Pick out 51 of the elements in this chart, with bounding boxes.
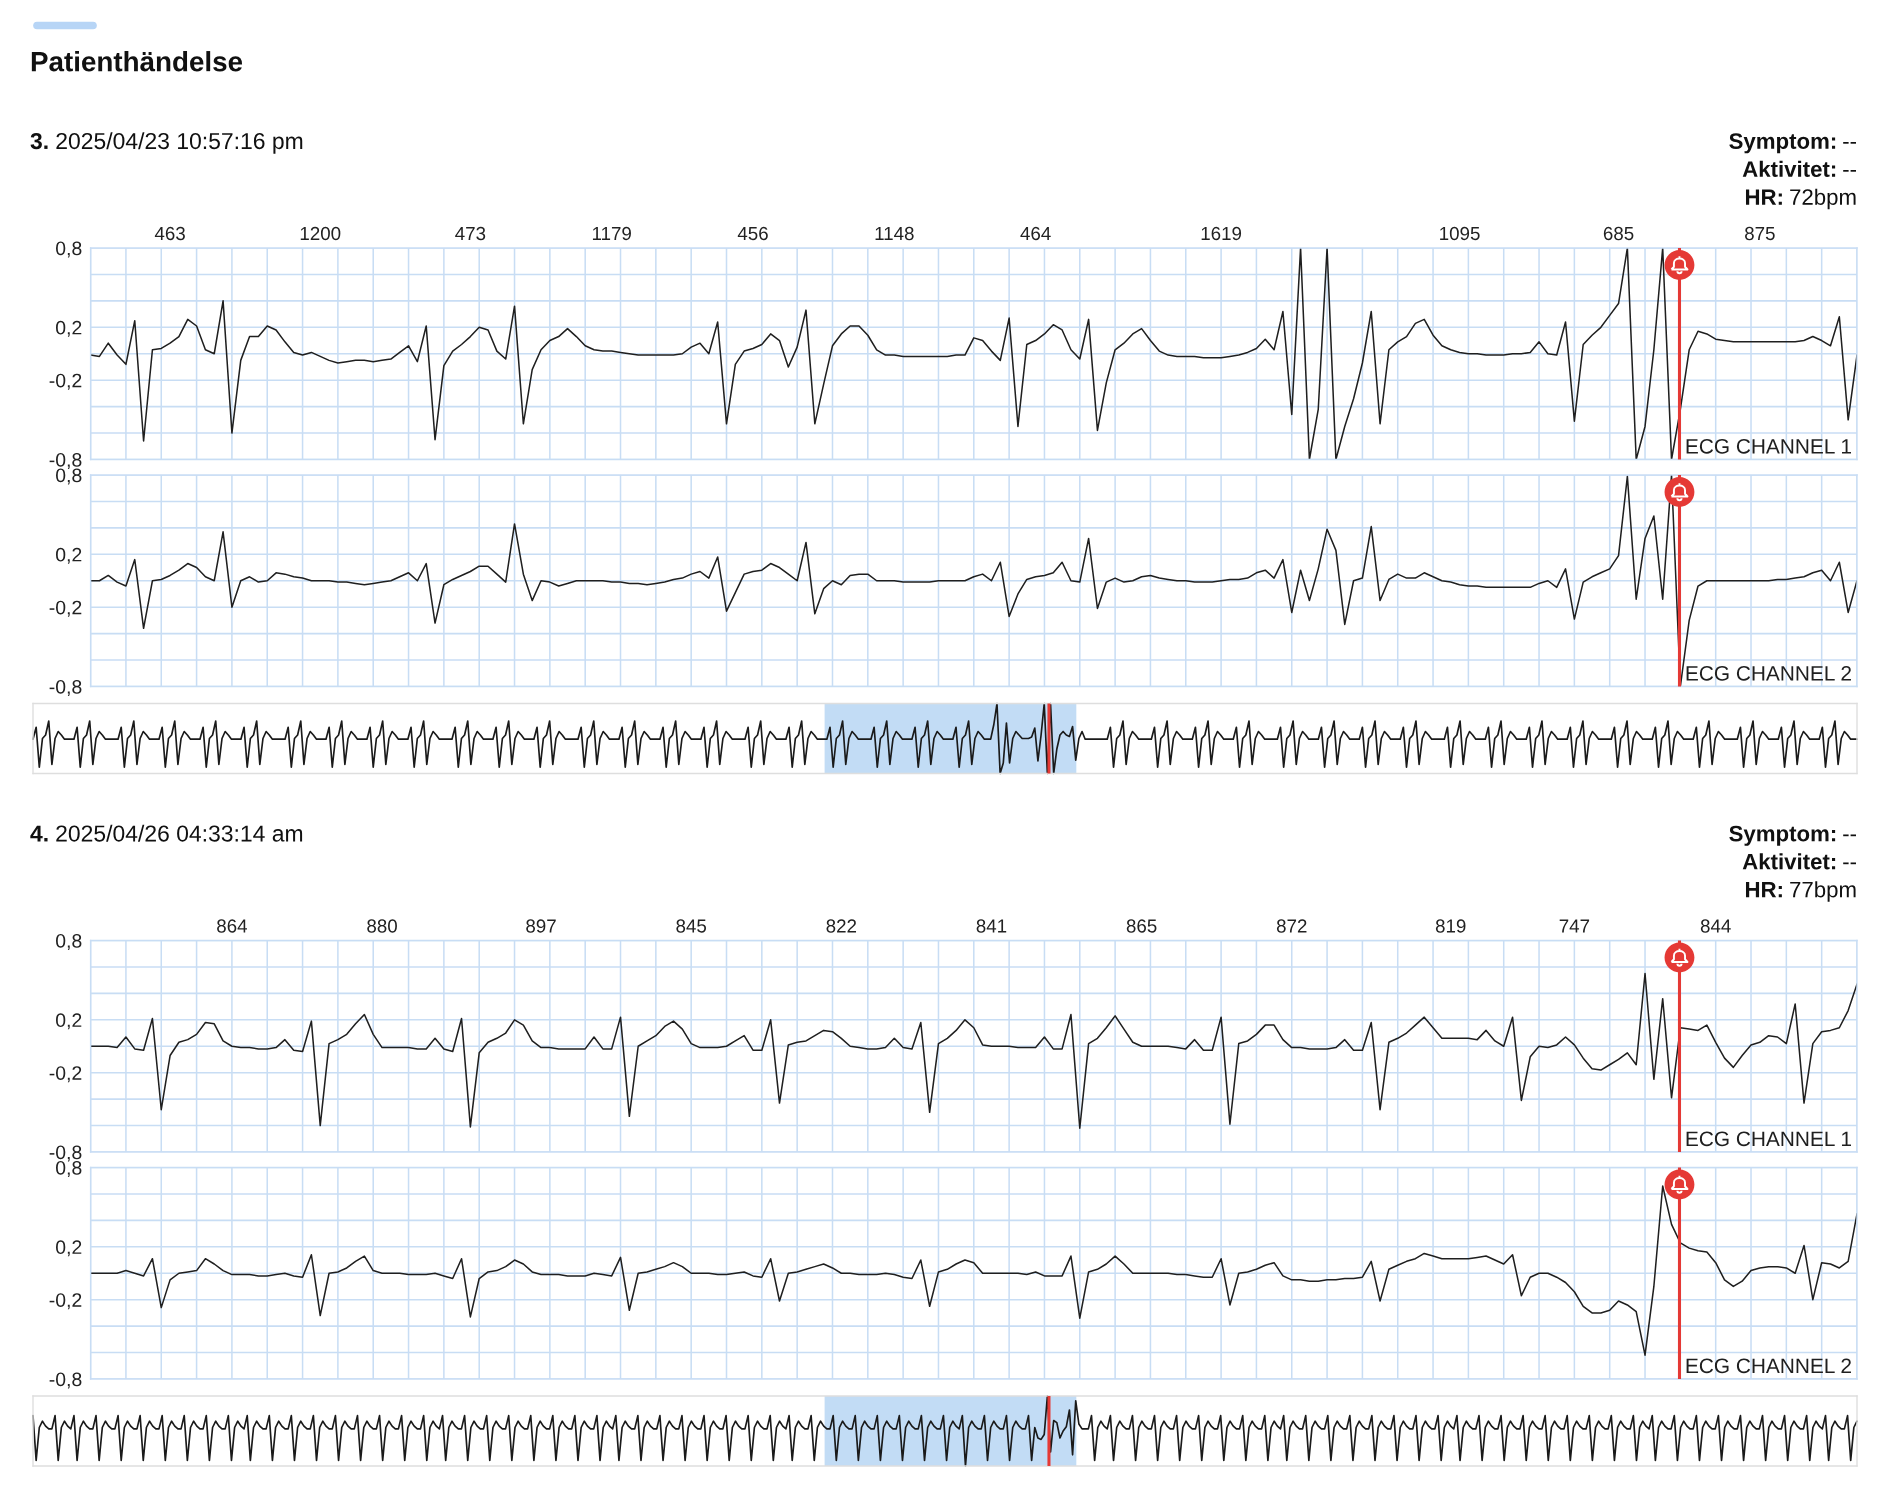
y-tick-label: 0,2 [56, 1013, 82, 1030]
text: Aktivitet: -- [1742, 160, 1857, 177]
y-tick-label: 0,2 [56, 1240, 82, 1257]
x-tick-label: 1179 [592, 226, 631, 241]
y-tick-label: 0,2 [56, 547, 82, 564]
y-tick-label: -0,8 [49, 1372, 82, 1389]
x-tick-label: 875 [1745, 226, 1775, 241]
y-tick-label: 0,8 [56, 241, 82, 258]
y-tick-label: -0,2 [49, 373, 82, 390]
x-tick-label: 456 [737, 226, 768, 241]
text: Symptom: -- [1729, 825, 1857, 846]
y-tick-label: -0,2 [49, 600, 82, 617]
x-tick-label: 1095 [1440, 226, 1480, 241]
text: Aktivitet: -- [1742, 853, 1857, 870]
text: 3. 2025/04/23 10:57:16 pm [30, 132, 303, 154]
text: 4. 2025/04/26 04:33:14 am [30, 824, 303, 842]
y-tick-label: -0,2 [49, 1293, 82, 1310]
y-tick-label: 0,8 [56, 933, 82, 951]
text: Symptom: -- [1729, 133, 1857, 154]
series-label: ECG CHANNEL 2 [1686, 665, 1851, 681]
x-tick-label: 1148 [875, 226, 914, 241]
text: Patienthändelse [31, 51, 243, 72]
y-tick-label: -0,2 [49, 1066, 82, 1083]
y-tick-label: -0,8 [49, 679, 82, 697]
x-tick-label: 464 [1020, 226, 1051, 241]
text: ECG CHANNEL 2 [1686, 1358, 1851, 1374]
x-tick-label: 864 [217, 919, 248, 933]
x-tick-label: 872 [1276, 919, 1307, 933]
x-tick-label: 897 [526, 919, 556, 933]
text: HR: 77bpm [1745, 881, 1856, 902]
x-tick-label: 865 [1126, 919, 1157, 933]
x-tick-label: 841 [976, 919, 1007, 933]
y-tick-label: 0,8 [56, 1160, 82, 1178]
y-tick-label: 0,2 [56, 320, 82, 337]
y-tick-label: 0,8 [56, 468, 82, 485]
series-label: ECG CHANNEL 1 [1686, 438, 1851, 454]
y-tick-label: -0,8 [49, 452, 82, 470]
text: HR: 72bpm [1745, 188, 1856, 210]
x-tick-label: 819 [1435, 919, 1466, 933]
series-label: ECG CHANNEL 1 [1686, 1131, 1851, 1147]
x-tick-label: 1200 [300, 226, 341, 241]
x-tick-label: 1619 [1201, 226, 1242, 241]
x-tick-label: 747 [1559, 919, 1590, 933]
x-tick-label: 845 [676, 919, 707, 933]
y-tick-label: -0,8 [49, 1145, 82, 1162]
x-tick-label: 880 [367, 919, 397, 933]
x-tick-label: 822 [826, 919, 857, 933]
x-tick-label: 473 [455, 226, 486, 241]
x-tick-label: 685 [1603, 226, 1634, 241]
x-tick-label: 463 [154, 226, 185, 241]
x-tick-label: 844 [1700, 919, 1731, 933]
